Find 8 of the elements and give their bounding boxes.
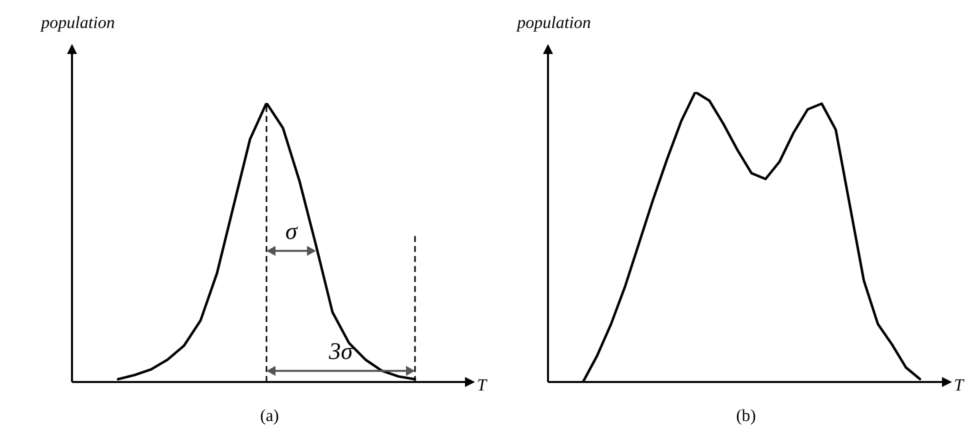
annotation: σ <box>285 219 298 246</box>
text: (a) <box>260 406 279 425</box>
annotation: 3σ <box>328 339 354 366</box>
y-axis-title: population <box>40 12 115 32</box>
y-axis-title: population <box>516 12 591 32</box>
x-axis-title: T <box>477 375 488 394</box>
text: (b) <box>736 406 756 425</box>
x-axis-title: T <box>954 375 965 394</box>
